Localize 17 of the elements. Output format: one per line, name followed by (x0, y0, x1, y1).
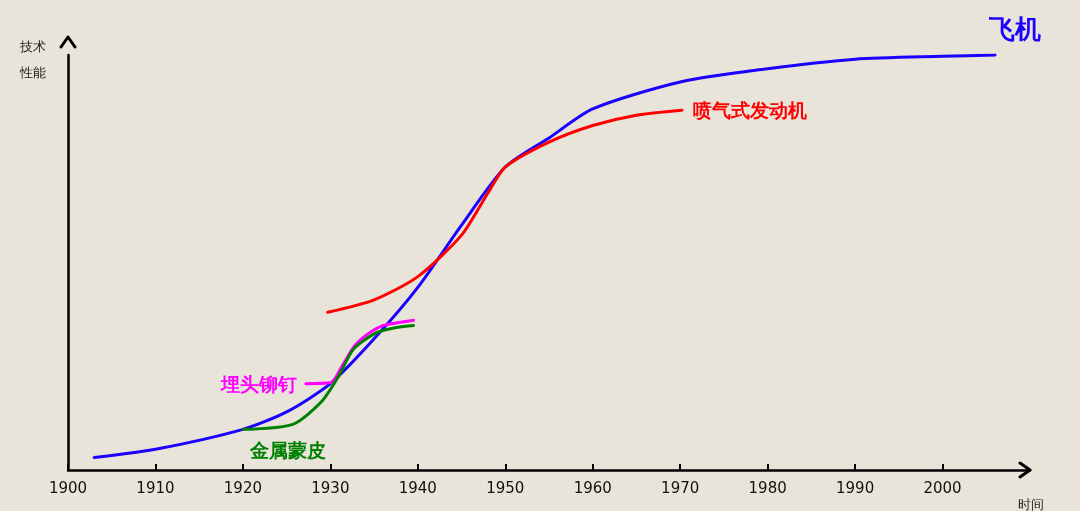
x-tick-label: 1910 (136, 478, 175, 497)
x-axis-title: 时间 (1018, 497, 1044, 511)
x-tick-label: 1900 (48, 478, 88, 497)
x-tick-label: 2000 (923, 478, 962, 497)
x-tick-label: 1970 (661, 478, 700, 497)
series-label: 金属蒙皮 (248, 438, 326, 461)
x-tick-label: 1960 (573, 478, 612, 497)
x-tick-label: 1920 (223, 478, 262, 497)
x-tick-label: 1950 (486, 478, 525, 497)
x-tick-label: 1930 (311, 478, 350, 497)
x-tick-label: 1990 (836, 478, 875, 497)
x-tick-label: 1980 (748, 478, 787, 497)
series-label: 埋头铆钉 (219, 372, 297, 395)
series-label: 飞机 (988, 14, 1042, 44)
series-label: 喷气式发动机 (692, 99, 807, 122)
y-axis-title: 技术性能 (19, 38, 46, 80)
x-tick-label: 1940 (398, 478, 437, 497)
